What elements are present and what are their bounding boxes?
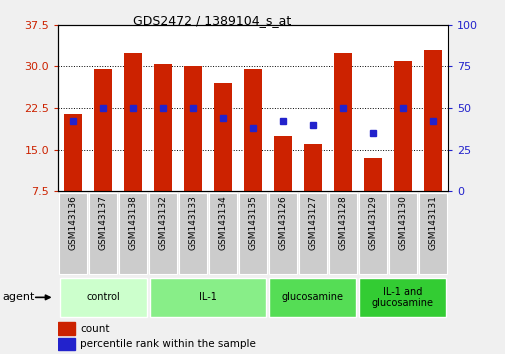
Bar xyxy=(64,114,82,191)
Text: GSM143127: GSM143127 xyxy=(308,195,317,250)
Text: agent: agent xyxy=(3,292,35,302)
Bar xyxy=(214,83,232,191)
Text: GSM143137: GSM143137 xyxy=(98,195,108,250)
Bar xyxy=(363,158,381,191)
Text: GSM143131: GSM143131 xyxy=(427,195,436,250)
FancyBboxPatch shape xyxy=(418,193,446,274)
Text: IL-1: IL-1 xyxy=(198,292,217,302)
FancyBboxPatch shape xyxy=(298,193,326,274)
Text: GSM143133: GSM143133 xyxy=(188,195,197,250)
FancyBboxPatch shape xyxy=(269,193,296,274)
Text: percentile rank within the sample: percentile rank within the sample xyxy=(80,339,256,349)
Text: count: count xyxy=(80,324,109,333)
Bar xyxy=(154,64,172,191)
FancyBboxPatch shape xyxy=(269,278,356,317)
Bar xyxy=(124,52,142,191)
Text: GSM143128: GSM143128 xyxy=(338,195,347,250)
Bar xyxy=(184,67,201,191)
Text: GDS2472 / 1389104_s_at: GDS2472 / 1389104_s_at xyxy=(133,14,291,27)
Bar xyxy=(58,338,74,350)
Text: GSM143132: GSM143132 xyxy=(158,195,167,250)
FancyBboxPatch shape xyxy=(149,193,177,274)
FancyBboxPatch shape xyxy=(60,278,146,317)
Bar xyxy=(94,69,112,191)
Text: GSM143138: GSM143138 xyxy=(128,195,137,250)
Bar xyxy=(304,144,321,191)
FancyBboxPatch shape xyxy=(359,193,386,274)
Text: GSM143126: GSM143126 xyxy=(278,195,287,250)
Bar xyxy=(58,322,74,335)
Text: GSM143129: GSM143129 xyxy=(368,195,377,250)
Text: GSM143136: GSM143136 xyxy=(69,195,78,250)
FancyBboxPatch shape xyxy=(239,193,266,274)
FancyBboxPatch shape xyxy=(89,193,117,274)
Bar xyxy=(393,61,411,191)
Text: GSM143134: GSM143134 xyxy=(218,195,227,250)
FancyBboxPatch shape xyxy=(388,193,416,274)
FancyBboxPatch shape xyxy=(59,193,87,274)
Bar xyxy=(243,69,262,191)
FancyBboxPatch shape xyxy=(209,193,236,274)
Text: IL-1 and
glucosamine: IL-1 and glucosamine xyxy=(371,286,433,308)
Text: GSM143135: GSM143135 xyxy=(248,195,257,250)
Bar xyxy=(423,50,441,191)
Bar xyxy=(273,136,291,191)
Text: control: control xyxy=(86,292,120,302)
FancyBboxPatch shape xyxy=(359,278,445,317)
FancyBboxPatch shape xyxy=(149,278,266,317)
Bar xyxy=(333,52,351,191)
FancyBboxPatch shape xyxy=(328,193,356,274)
Text: GSM143130: GSM143130 xyxy=(397,195,407,250)
FancyBboxPatch shape xyxy=(179,193,207,274)
Text: glucosamine: glucosamine xyxy=(281,292,343,302)
FancyBboxPatch shape xyxy=(119,193,146,274)
